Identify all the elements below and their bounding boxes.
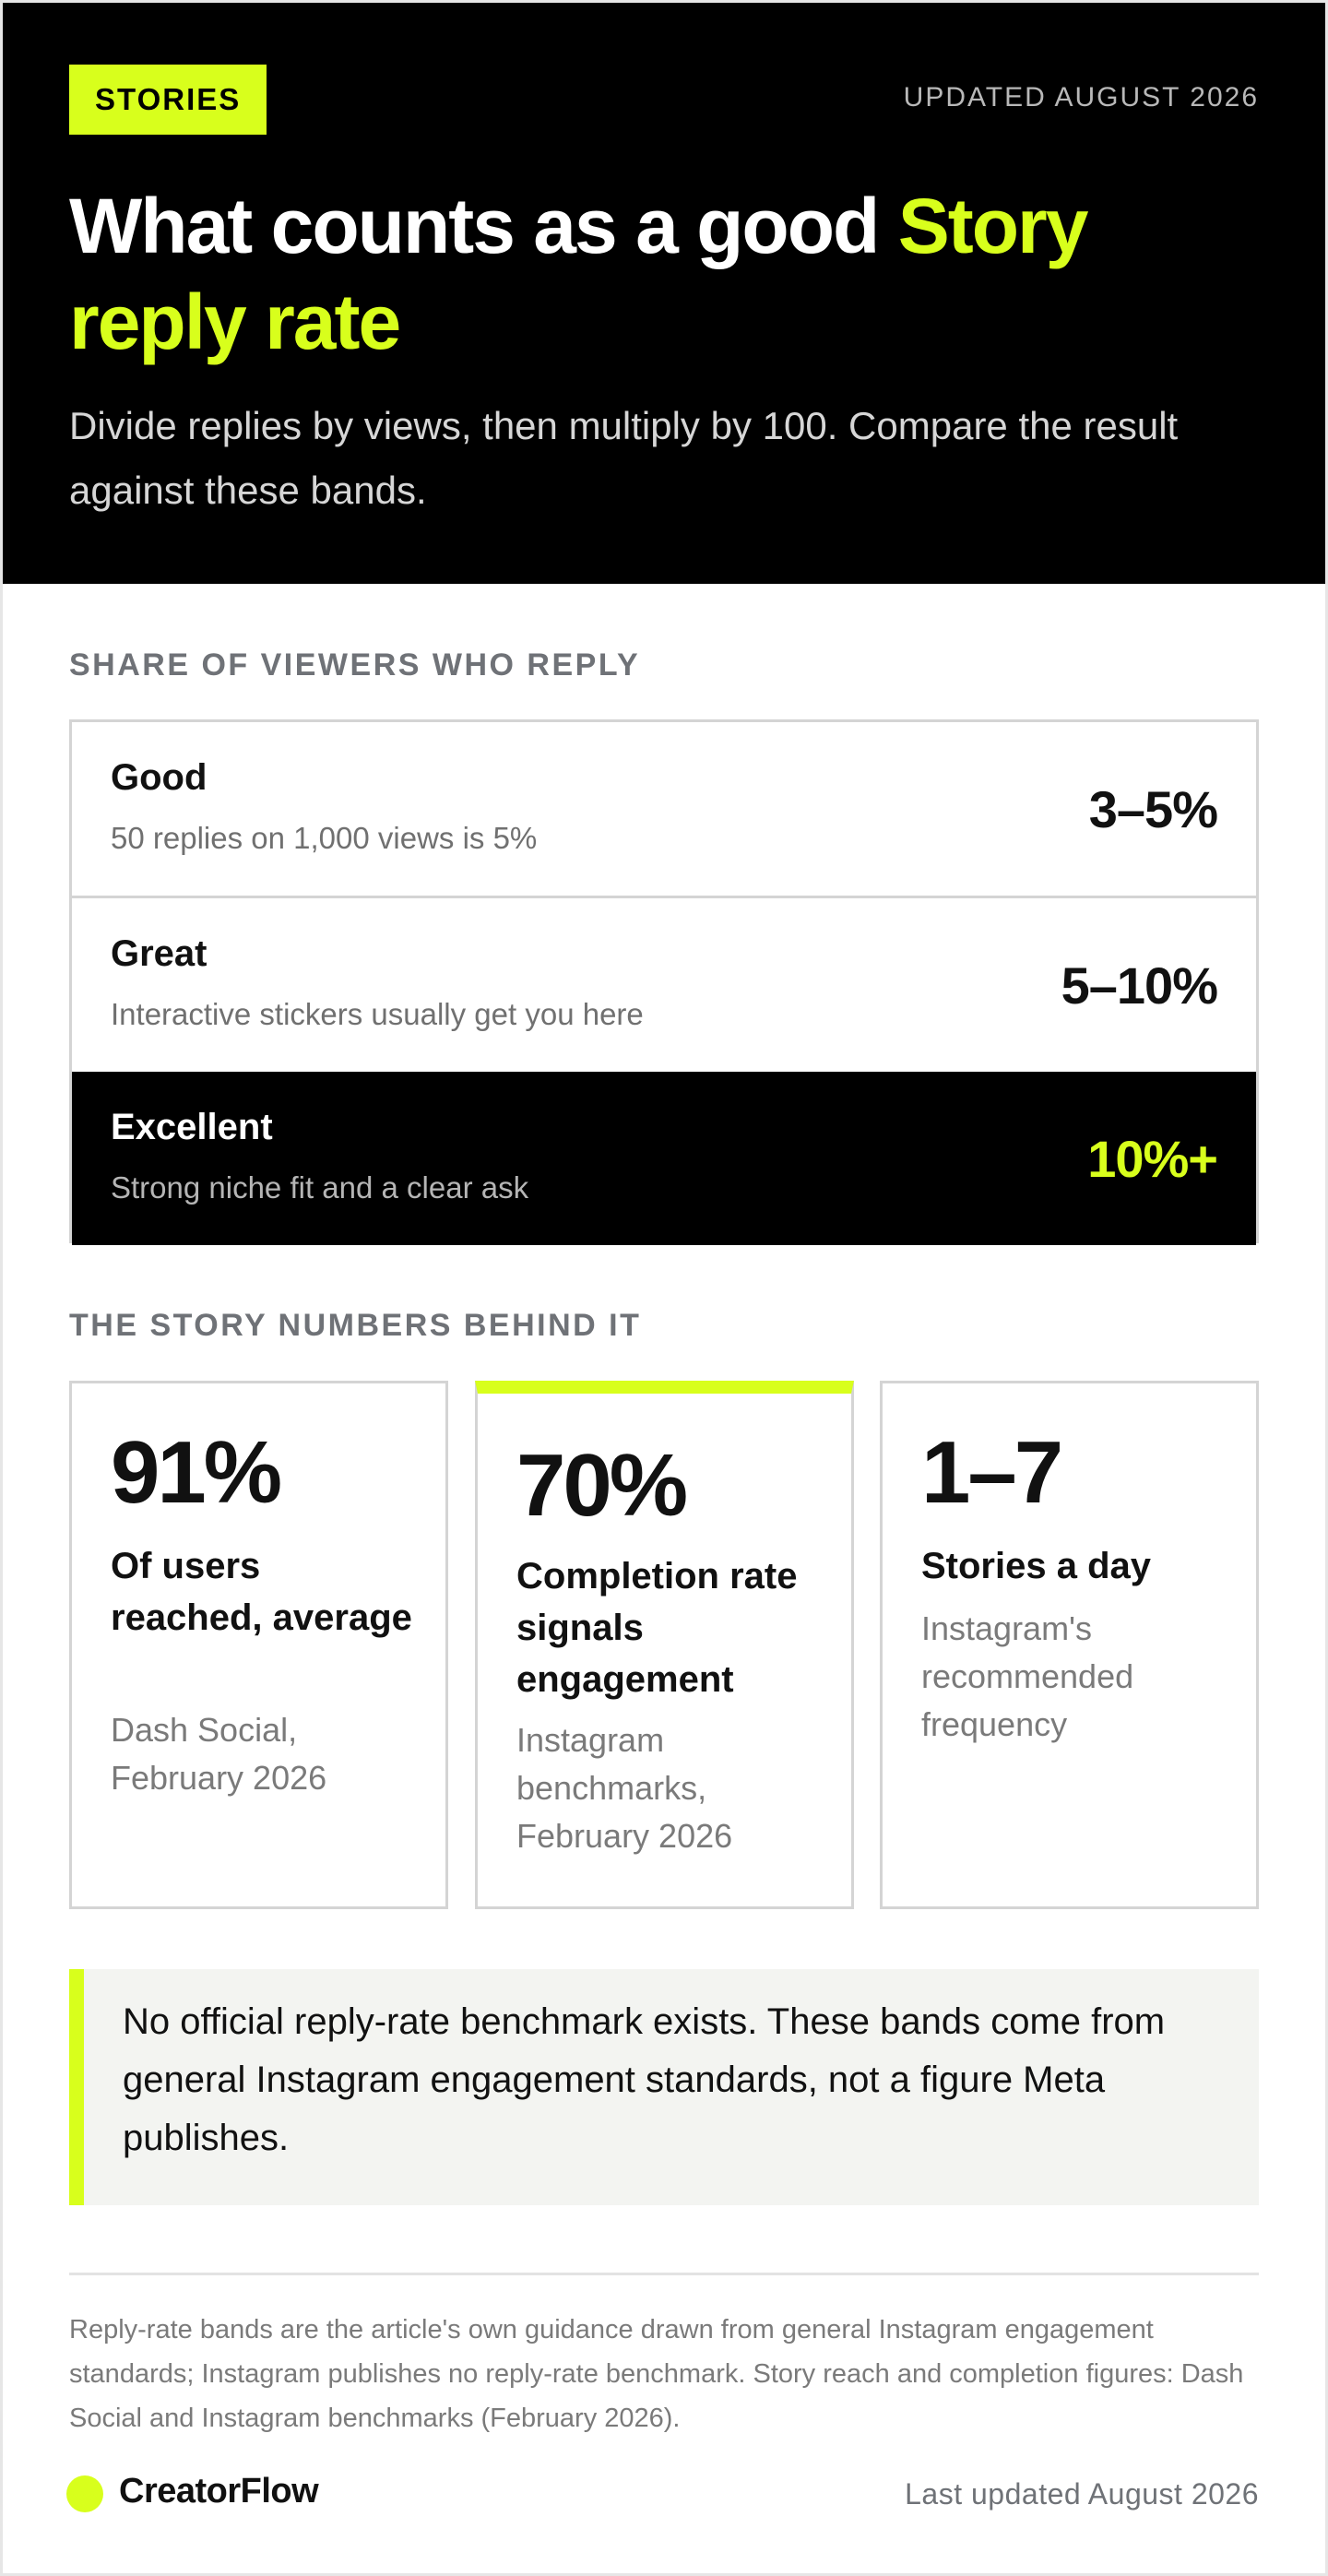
stat-source: Instagram's recommended frequency (921, 1609, 1134, 1743)
band-description: Strong niche fit and a clear ask (111, 1170, 529, 1205)
band-range: 10%+ (1087, 1130, 1218, 1188)
band-good: Good 50 replies on 1,000 views is 5% 3–5… (72, 722, 1256, 896)
stat-source: Instagram benchmarks, February 2026 (516, 1721, 733, 1855)
stat-card-frequency: 1–7 Stories a day Instagram's recommende… (880, 1381, 1259, 1909)
brand-name[interactable]: CreatorFlow (119, 2472, 319, 2511)
updated-date: UPDATED AUGUST 2026 (903, 82, 1259, 113)
footer-divider (69, 2273, 1259, 2275)
disclaimer-callout: No official reply-rate benchmark exists.… (69, 1969, 1259, 2205)
page-title: What counts as a good Story reply rate (69, 178, 1231, 370)
reply-rate-bands: Good 50 replies on 1,000 views is 5% 3–5… (69, 719, 1259, 1245)
band-name: Excellent (111, 1107, 273, 1147)
stat-value: 70% (516, 1436, 688, 1535)
stats-section-label: THE STORY NUMBERS BEHIND IT (69, 1308, 642, 1343)
band-name: Great (111, 933, 208, 974)
title-accent: Story reply rate (69, 183, 1088, 365)
band-description: Interactive stickers usually get you her… (111, 997, 644, 1031)
stat-label: Of users reached, average (111, 1546, 412, 1638)
stat-value: 91% (111, 1423, 282, 1522)
band-excellent: Excellent Strong niche fit and a clear a… (72, 1072, 1256, 1245)
band-range: 5–10% (1061, 956, 1218, 1015)
page-subtitle: Divide replies by views, then multiply b… (69, 404, 1179, 512)
band-range: 3–5% (1088, 780, 1218, 838)
stat-label: Stories a day (921, 1546, 1152, 1586)
title-main: What counts as a good (69, 183, 898, 269)
stat-card-completion: 70% Completion rate signals engagement I… (475, 1381, 854, 1909)
last-updated: Last updated August 2026 (905, 2477, 1259, 2511)
sources-footnote: Reply-rate bands are the article's own g… (69, 2315, 1244, 2433)
header: STORIES UPDATED AUGUST 2026 What counts … (3, 3, 1325, 584)
stat-source: Dash Social, February 2026 (111, 1711, 327, 1797)
bands-section-label: SHARE OF VIEWERS WHO REPLY (69, 647, 641, 683)
band-description: 50 replies on 1,000 views is 5% (111, 821, 538, 855)
disclaimer-text: No official reply-rate benchmark exists.… (123, 2001, 1166, 2158)
stat-card-reach: 91% Of users reached, average Dash Socia… (69, 1381, 448, 1909)
band-name: Good (111, 757, 208, 798)
stat-label: Completion rate signals engagement (516, 1556, 798, 1700)
band-great: Great Interactive stickers usually get y… (72, 896, 1256, 1069)
category-tag[interactable]: STORIES (69, 65, 267, 135)
brand-logo-dot (66, 2475, 103, 2512)
stat-value: 1–7 (921, 1423, 1063, 1522)
